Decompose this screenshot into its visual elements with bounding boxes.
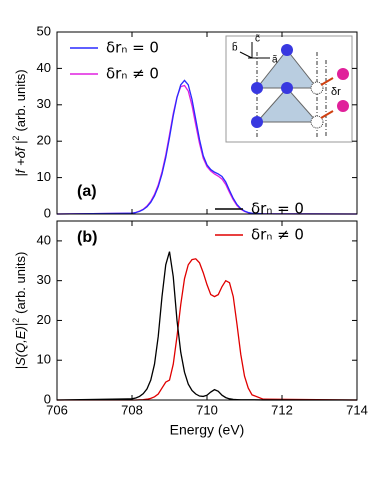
y-axis-label-main: |S(Q,E)| <box>13 323 28 369</box>
inset-triangle <box>255 87 319 123</box>
series-line <box>57 258 358 401</box>
inset-atom <box>251 82 263 94</box>
y-tick-label: 0 <box>44 391 51 406</box>
inset-atom <box>281 82 293 94</box>
legend-label: δrₙ = 0 <box>106 39 159 57</box>
inset-label: δr <box>331 86 341 98</box>
panel: 0 10 20 30 40 706 708 710 712 714 |S(Q,E)|2 (arb. u… <box>11 200 367 438</box>
y-tick-label: 20 <box>37 312 51 327</box>
y-tick-label: 40 <box>37 60 51 75</box>
y-axis-label: |f +δf |2 (arb. units) <box>11 69 28 176</box>
y-tick-label: 20 <box>37 133 51 148</box>
y-axis-label-unit: (arb. units) <box>13 252 28 314</box>
legend-label: δrₙ ≠ 0 <box>251 226 304 244</box>
y-axis-label-unit: (arb. units) <box>13 69 28 131</box>
inset-label: c̃ <box>255 34 260 45</box>
y-tick-label: 50 <box>37 23 51 38</box>
y-tick-label: 10 <box>37 352 51 367</box>
y-axis-label: |S(Q,E)|2 (arb. units) <box>11 252 28 370</box>
inset-atom-site <box>310 81 324 95</box>
y-tick-label: 0 <box>44 205 51 220</box>
inset-shift <box>320 77 334 86</box>
y-axis-label-sup: 2 <box>11 136 21 141</box>
inset-label: ã <box>272 55 278 66</box>
x-tick-label: 712 <box>271 402 293 417</box>
series-line <box>56 251 358 401</box>
x-axis-label: Energy (eV) <box>170 422 245 438</box>
panel-label: (b) <box>77 229 97 246</box>
panel-label: (a) <box>77 183 97 200</box>
inset: b̃ c̃ ã δr <box>225 34 353 143</box>
x-tick-label: 714 <box>346 402 368 417</box>
y-tick-label: 10 <box>37 169 51 184</box>
inset-atom <box>281 44 293 56</box>
y-axis-label-main: |f +δf | <box>13 141 28 177</box>
y-tick-label: 40 <box>37 232 51 247</box>
y-tick-label: 30 <box>37 96 51 111</box>
x-tick-label: 706 <box>46 402 68 417</box>
inset-atom <box>337 100 349 112</box>
series-line <box>56 84 358 215</box>
x-tick-label: 708 <box>121 402 143 417</box>
inset-atom <box>337 68 349 80</box>
inset-atom <box>251 116 263 128</box>
plot-frame <box>56 220 358 401</box>
panel: 0 10 20 30 40 50 |f +δf |2 (arb. units) (a) δrₙ =… <box>11 23 358 220</box>
series-line <box>56 79 358 215</box>
y-axis-label-sup: 2 <box>11 318 21 323</box>
legend-label: δrₙ ≠ 0 <box>106 65 159 83</box>
inset-label: b̃ <box>232 41 238 54</box>
inset-shift <box>320 110 334 119</box>
x-tick-label: 710 <box>196 402 218 417</box>
y-tick-label: 30 <box>37 272 51 287</box>
inset-atom-site <box>310 115 324 129</box>
legend-label: δrₙ = 0 <box>251 200 304 218</box>
inset-arrow <box>239 51 253 59</box>
